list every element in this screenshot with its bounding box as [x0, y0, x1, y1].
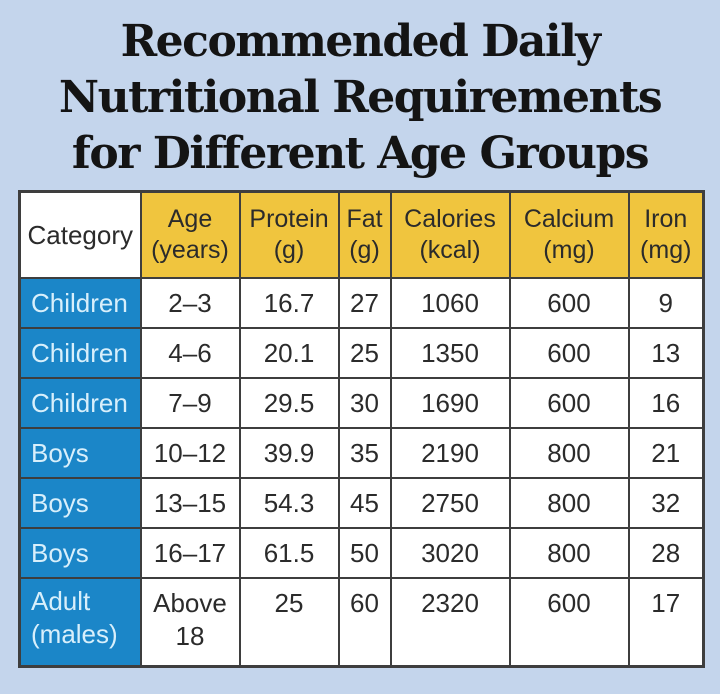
iron-cell: 9 [627, 277, 705, 329]
calories-cell: 1060 [389, 277, 511, 329]
category-cell: Children [18, 377, 142, 429]
title-line-1: Recommended Daily [120, 16, 601, 67]
nutrition-table-container: Category Age (years) Protein (g) Fat (g) [18, 190, 705, 668]
col-header-calories-label: Calories [404, 205, 496, 233]
page-title: Recommended Daily Nutritional Requiremen… [0, 0, 720, 182]
age-cell: 10–12 [139, 427, 241, 479]
calcium-cell: 600 [508, 577, 630, 668]
col-header-iron: Iron (mg) [627, 190, 705, 279]
fat-cell: 50 [337, 527, 392, 579]
calories-cell: 2320 [389, 577, 511, 668]
table-row: Children 4–6 20.1 25 1350 600 13 [18, 327, 705, 379]
col-header-protein-unit: (g) [273, 236, 305, 264]
fat-cell: 35 [337, 427, 392, 479]
protein-cell: 39.9 [238, 427, 340, 479]
fat-cell: 60 [337, 577, 392, 668]
iron-cell: 32 [627, 477, 705, 529]
iron-cell: 13 [627, 327, 705, 379]
col-header-age-label: Age [167, 205, 213, 233]
protein-cell: 16.7 [238, 277, 340, 329]
table-row: Boys 16–17 61.5 50 3020 800 28 [18, 527, 705, 579]
col-header-age: Age (years) [139, 190, 241, 279]
fat-cell: 25 [337, 327, 392, 379]
calories-cell: 2750 [389, 477, 511, 529]
protein-cell: 20.1 [238, 327, 340, 379]
col-header-protein: Protein (g) [238, 190, 340, 279]
age-cell: 4–6 [139, 327, 241, 379]
title-line-3: for Different Age Groups [71, 128, 650, 179]
iron-cell: 21 [627, 427, 705, 479]
category-cell: Boys [18, 477, 142, 529]
iron-cell: 17 [627, 577, 705, 668]
protein-cell: 29.5 [238, 377, 340, 429]
iron-cell: 28 [627, 527, 705, 579]
calories-cell: 1350 [389, 327, 511, 379]
calcium-cell: 600 [508, 277, 630, 329]
protein-cell: 61.5 [238, 527, 340, 579]
col-header-calories-unit: (kcal) [419, 236, 481, 264]
col-header-fat: Fat (g) [337, 190, 392, 279]
col-header-calories: Calories (kcal) [389, 190, 511, 279]
col-header-fat-label: Fat [346, 205, 383, 233]
fat-cell: 30 [337, 377, 392, 429]
category-cell: Children [18, 277, 142, 329]
col-header-protein-label: Protein [249, 205, 329, 233]
calories-cell: 1690 [389, 377, 511, 429]
header-row: Category Age (years) Protein (g) Fat (g) [18, 190, 705, 279]
col-header-iron-unit: (mg) [640, 236, 692, 264]
calcium-cell: 600 [508, 327, 630, 379]
age-cell: 7–9 [139, 377, 241, 429]
title-line-2: Nutritional Requirements [58, 72, 663, 123]
col-header-age-unit: (years) [151, 236, 229, 264]
protein-cell: 25 [238, 577, 340, 668]
col-header-category: Category [18, 190, 142, 279]
category-cell: Adult (males) [18, 577, 142, 668]
calories-cell: 3020 [389, 527, 511, 579]
table-row: Boys 13–15 54.3 45 2750 800 32 [18, 477, 705, 529]
fat-cell: 45 [337, 477, 392, 529]
category-cell: Boys [18, 527, 142, 579]
age-cell: 13–15 [139, 477, 241, 529]
table-row: Boys 10–12 39.9 35 2190 800 21 [18, 427, 705, 479]
col-header-calcium: Calcium (mg) [508, 190, 630, 279]
calcium-cell: 800 [508, 477, 630, 529]
calcium-cell: 600 [508, 377, 630, 429]
age-cell: 2–3 [139, 277, 241, 329]
col-header-calcium-unit: (mg) [543, 236, 595, 264]
col-header-iron-label: Iron [644, 205, 688, 233]
fat-cell: 27 [337, 277, 392, 329]
table-row: Children 7–9 29.5 30 1690 600 16 [18, 377, 705, 429]
col-header-category-label: Category [27, 219, 134, 250]
iron-cell: 16 [627, 377, 705, 429]
calcium-cell: 800 [508, 427, 630, 479]
table-row: Children 2–3 16.7 27 1060 600 9 [18, 277, 705, 329]
calories-cell: 2190 [389, 427, 511, 479]
nutrition-table: Category Age (years) Protein (g) Fat (g) [18, 190, 705, 668]
protein-cell: 54.3 [238, 477, 340, 529]
table-row: Adult (males) Above 18 25 60 2320 600 17 [18, 577, 705, 668]
age-cell: Above 18 [139, 577, 241, 668]
col-header-fat-unit: (g) [349, 236, 380, 264]
col-header-calcium-label: Calcium [523, 205, 615, 233]
category-cell: Children [18, 327, 142, 379]
age-cell: 16–17 [139, 527, 241, 579]
calcium-cell: 800 [508, 527, 630, 579]
category-cell: Boys [18, 427, 142, 479]
